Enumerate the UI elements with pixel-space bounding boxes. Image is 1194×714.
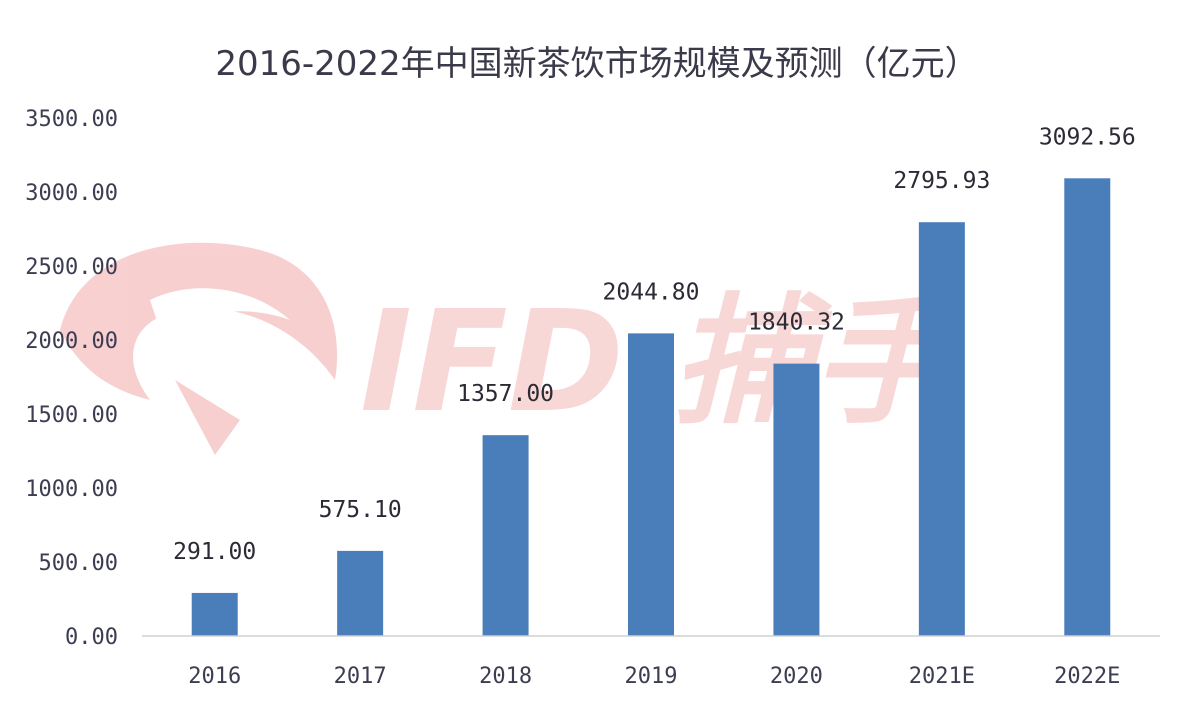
data-label-2016: 291.00 [173, 539, 256, 565]
y-tick-label: 1000.00 [25, 477, 118, 502]
bar-2022E [1064, 178, 1111, 636]
chart-title: 2016-2022年中国新茶饮市场规模及预测（亿元） [215, 44, 979, 84]
bars: 291.00 575.10 1357.00 2044.80 1840.32 2795.93… [173, 124, 1136, 636]
y-tick-label: 500.00 [39, 551, 118, 576]
y-tick-label: 2000.00 [25, 329, 118, 354]
y-tick-label: 3000.00 [25, 181, 118, 206]
y-axis: 0.00 500.00 1000.00 1500.00 2000.00 2500.00 30… [25, 107, 118, 650]
data-label-2021E: 2795.93 [893, 168, 990, 194]
data-label-2017: 575.10 [319, 497, 402, 523]
bar-2017 [337, 550, 384, 636]
x-axis: 2016 2017 2018 2019 2020 2021E 2022E [188, 664, 1120, 689]
watermark-logo: IFD 捕手 [60, 242, 964, 455]
x-tick-label: 2018 [479, 664, 532, 689]
x-tick-label: 2022E [1054, 664, 1120, 689]
data-label-2018: 1357.00 [457, 381, 554, 407]
x-tick-label: 2016 [188, 664, 241, 689]
data-label-2020: 1840.32 [748, 310, 845, 336]
bar-2018 [482, 435, 529, 636]
data-label-2022E: 3092.56 [1039, 124, 1136, 150]
data-label-2019: 2044.80 [603, 279, 700, 305]
bar-2019 [628, 333, 674, 636]
y-tick-label: 2500.00 [25, 255, 118, 280]
y-tick-label: 3500.00 [25, 107, 118, 132]
y-tick-label: 0.00 [65, 625, 118, 650]
x-tick-label: 2017 [334, 664, 387, 689]
x-tick-label: 2021E [909, 664, 975, 689]
bar-2021E [918, 222, 965, 636]
y-tick-label: 1500.00 [25, 403, 118, 428]
bar-2016 [191, 592, 238, 636]
x-tick-label: 2019 [625, 664, 678, 689]
x-tick-label: 2020 [770, 664, 823, 689]
bar-2020 [773, 363, 820, 636]
